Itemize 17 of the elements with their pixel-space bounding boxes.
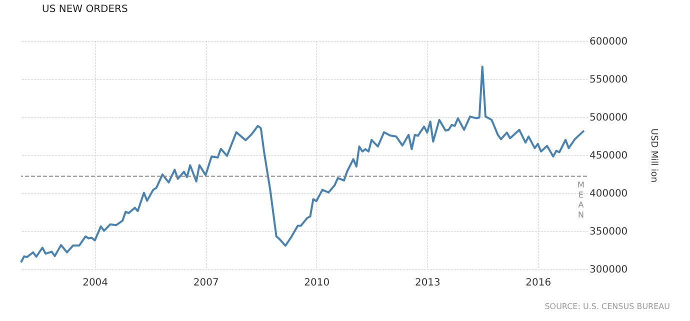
chart-title: US NEW ORDERS (42, 4, 128, 15)
y-tick-label: 400000 (590, 188, 628, 200)
y-tick-label: 550000 (590, 74, 628, 86)
y-axis-title: USD Mill ion (648, 128, 659, 182)
x-tick-label: 2013 (414, 278, 440, 288)
x-tick-label: 2016 (526, 278, 552, 288)
y-tick-label: 450000 (590, 150, 628, 162)
source-note: SOURCE: U.S. CENSUS BUREAU (544, 302, 670, 311)
ref-line-label: MEAN (578, 180, 585, 220)
x-tick-label: 2007 (193, 278, 219, 288)
y-tick-label: 300000 (590, 264, 628, 276)
line-series (20, 66, 585, 264)
x-tick-label: 2004 (82, 278, 108, 288)
y-tick-label: 350000 (590, 226, 628, 238)
x-tick-label: 2010 (304, 278, 330, 288)
y-tick-label: 600000 (590, 36, 628, 48)
y-tick-label: 500000 (590, 112, 628, 124)
